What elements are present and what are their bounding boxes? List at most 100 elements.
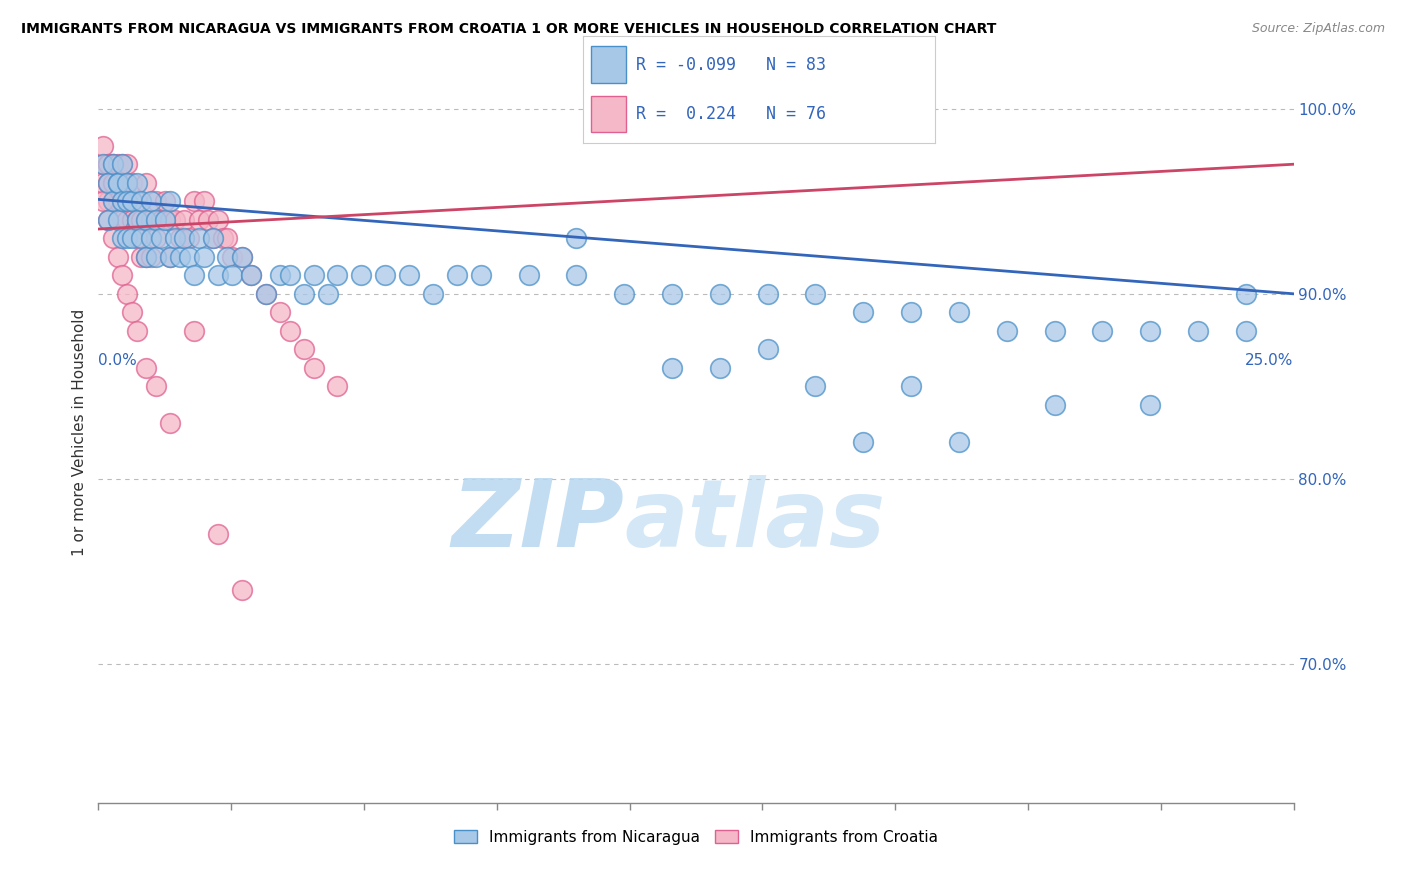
Point bbox=[135, 250, 157, 264]
Point bbox=[115, 286, 138, 301]
Point bbox=[302, 360, 325, 375]
Point bbox=[135, 176, 157, 190]
Point bbox=[131, 250, 153, 264]
Point bbox=[197, 212, 219, 227]
Point bbox=[125, 324, 148, 338]
Point bbox=[756, 286, 779, 301]
Legend: Immigrants from Nicaragua, Immigrants from Croatia: Immigrants from Nicaragua, Immigrants fr… bbox=[447, 823, 945, 851]
Text: R = -0.099   N = 83: R = -0.099 N = 83 bbox=[637, 55, 827, 73]
Point bbox=[111, 268, 134, 283]
Point bbox=[111, 157, 134, 171]
Point bbox=[125, 176, 148, 190]
Point bbox=[107, 176, 129, 190]
Point bbox=[1043, 398, 1066, 412]
Point bbox=[107, 176, 129, 190]
Point bbox=[254, 286, 277, 301]
Point bbox=[1043, 324, 1066, 338]
Point bbox=[179, 250, 201, 264]
Point bbox=[269, 305, 291, 319]
Point bbox=[115, 212, 138, 227]
Point bbox=[145, 250, 167, 264]
Point bbox=[193, 194, 215, 209]
Text: ZIP: ZIP bbox=[451, 475, 624, 567]
Point bbox=[111, 194, 134, 209]
Point bbox=[202, 231, 225, 245]
Point bbox=[115, 231, 138, 245]
Point bbox=[661, 360, 683, 375]
Text: atlas: atlas bbox=[624, 475, 886, 567]
Point bbox=[111, 231, 134, 245]
Point bbox=[350, 268, 373, 283]
Point bbox=[159, 212, 181, 227]
Point bbox=[111, 176, 134, 190]
Point bbox=[107, 194, 129, 209]
Point bbox=[804, 379, 827, 393]
Point bbox=[139, 212, 162, 227]
Point bbox=[97, 212, 120, 227]
Text: 25.0%: 25.0% bbox=[1246, 353, 1294, 368]
Point bbox=[202, 231, 225, 245]
Point bbox=[91, 194, 114, 209]
Point bbox=[115, 176, 138, 190]
Point bbox=[217, 231, 239, 245]
Point bbox=[240, 268, 263, 283]
Point bbox=[145, 212, 167, 227]
Point bbox=[661, 286, 683, 301]
Point bbox=[107, 212, 129, 227]
Bar bbox=[591, 46, 626, 83]
Point bbox=[756, 343, 779, 357]
Text: R =  0.224   N = 76: R = 0.224 N = 76 bbox=[637, 105, 827, 123]
Point bbox=[159, 250, 181, 264]
Point bbox=[374, 268, 396, 283]
Point bbox=[121, 176, 143, 190]
Point bbox=[187, 231, 209, 245]
Point bbox=[145, 379, 167, 393]
Point bbox=[183, 194, 205, 209]
Point bbox=[231, 250, 253, 264]
Point bbox=[900, 379, 922, 393]
Point bbox=[326, 379, 349, 393]
Point bbox=[97, 176, 120, 190]
Point bbox=[613, 286, 636, 301]
Point bbox=[900, 305, 922, 319]
Point bbox=[155, 212, 177, 227]
Point bbox=[159, 417, 181, 431]
Point bbox=[125, 212, 148, 227]
Point bbox=[121, 231, 143, 245]
Point bbox=[446, 268, 468, 283]
Point bbox=[149, 212, 172, 227]
Point bbox=[217, 250, 239, 264]
Point bbox=[125, 212, 148, 227]
Text: 0.0%: 0.0% bbox=[98, 353, 138, 368]
Point bbox=[254, 286, 277, 301]
Point bbox=[398, 268, 420, 283]
Point bbox=[155, 194, 177, 209]
Point bbox=[422, 286, 444, 301]
Bar bbox=[591, 95, 626, 132]
Point bbox=[240, 268, 263, 283]
Point bbox=[179, 231, 201, 245]
Point bbox=[131, 194, 153, 209]
Point bbox=[97, 157, 120, 171]
Point bbox=[1187, 324, 1209, 338]
Point bbox=[187, 212, 209, 227]
Point bbox=[101, 176, 124, 190]
Point bbox=[139, 194, 162, 209]
Point bbox=[111, 194, 134, 209]
Point bbox=[121, 194, 143, 209]
Point bbox=[183, 268, 205, 283]
Point bbox=[115, 194, 138, 209]
Point bbox=[149, 231, 172, 245]
Point bbox=[517, 268, 540, 283]
Point bbox=[169, 250, 191, 264]
Point bbox=[111, 157, 134, 171]
Point bbox=[97, 194, 120, 209]
Point bbox=[183, 324, 205, 338]
Point bbox=[101, 157, 124, 171]
Point bbox=[211, 231, 233, 245]
Point bbox=[173, 231, 195, 245]
Point bbox=[995, 324, 1018, 338]
Point bbox=[131, 231, 153, 245]
Point bbox=[135, 250, 157, 264]
Point bbox=[470, 268, 492, 283]
